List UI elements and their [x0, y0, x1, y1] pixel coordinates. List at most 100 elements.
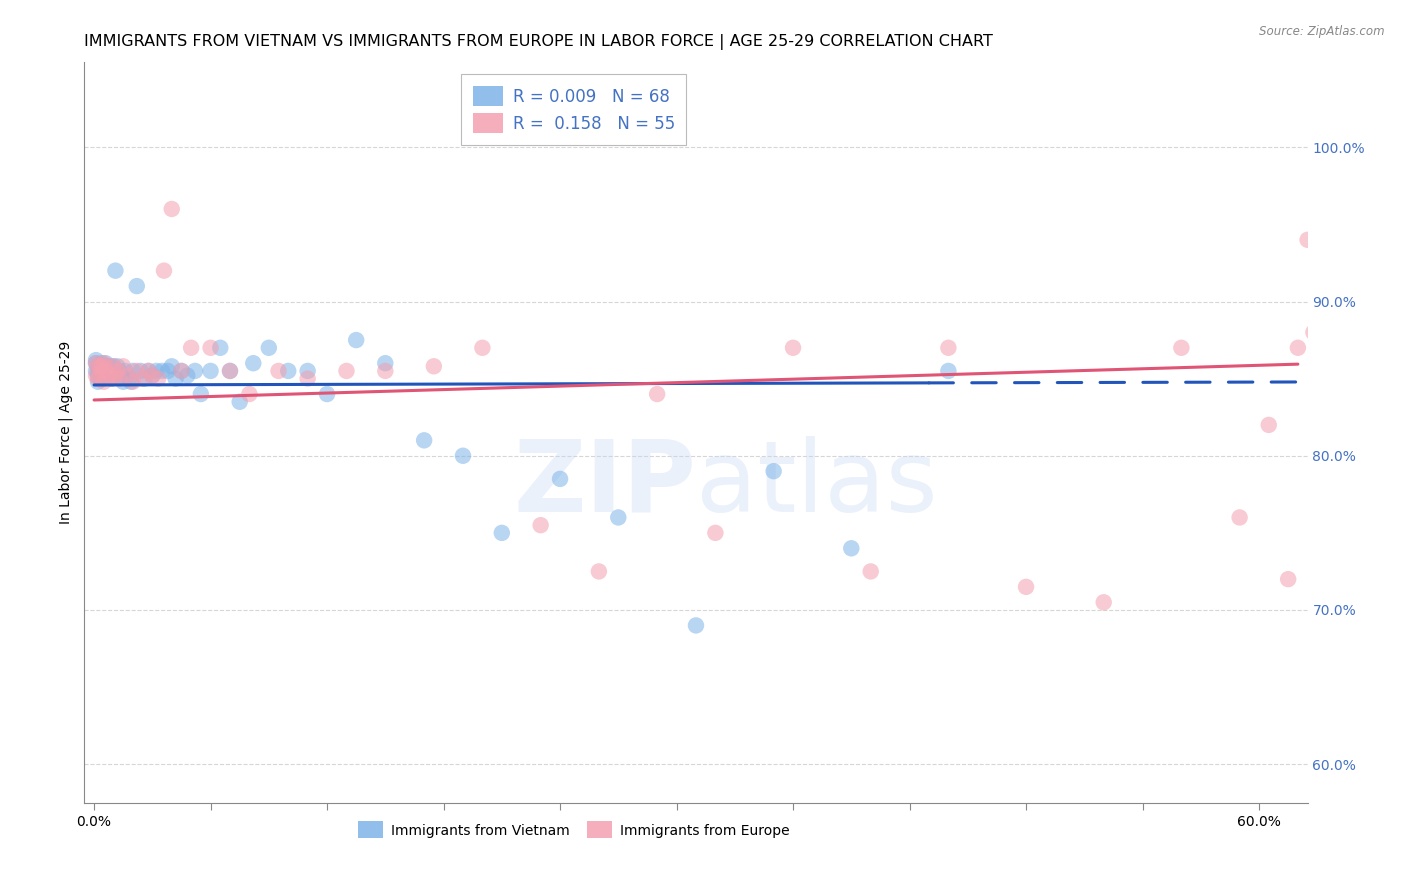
Point [112, 375, 135, 389]
Point [90, 364, 112, 378]
Point [125, 279, 148, 293]
Point [1229, 510, 1251, 524]
Point [344, 333, 367, 347]
Point [108, 364, 131, 378]
Point [112, 359, 135, 374]
Point [90, 359, 112, 374]
Point [685, 618, 707, 632]
Point [1092, 595, 1115, 609]
Point [335, 364, 357, 378]
Point [548, 472, 571, 486]
Point [180, 341, 202, 355]
Point [297, 371, 319, 385]
Point [200, 364, 222, 378]
Point [98, 359, 121, 374]
Point [122, 364, 145, 378]
Point [451, 449, 474, 463]
Point [98, 368, 121, 383]
Point [645, 387, 668, 401]
Point [87, 371, 110, 385]
Point [160, 202, 183, 216]
Point [156, 364, 179, 378]
Text: IMMIGRANTS FROM VIETNAM VS IMMIGRANTS FROM EUROPE IN LABOR FORCE | AGE 25-29 COR: IMMIGRANTS FROM VIETNAM VS IMMIGRANTS FR… [84, 34, 993, 50]
Point [228, 394, 250, 409]
Point [97, 359, 120, 374]
Point [242, 356, 264, 370]
Point [141, 368, 163, 383]
Point [762, 464, 785, 478]
Point [1170, 341, 1192, 355]
Point [87, 375, 110, 389]
Point [114, 364, 136, 378]
Point [423, 359, 446, 374]
Point [84, 356, 107, 370]
Point [97, 359, 120, 374]
Point [141, 368, 163, 383]
Point [267, 364, 290, 378]
Point [209, 341, 232, 355]
Point [110, 368, 132, 383]
Point [374, 356, 396, 370]
Text: atlas: atlas [696, 436, 938, 533]
Point [97, 364, 120, 378]
Point [170, 364, 193, 378]
Point [1296, 233, 1319, 247]
Point [588, 565, 610, 579]
Point [89, 368, 111, 383]
Point [87, 368, 110, 383]
Point [122, 375, 145, 389]
Point [93, 364, 115, 378]
Point [160, 359, 183, 374]
Point [120, 375, 142, 389]
Point [146, 371, 169, 385]
Text: Source: ZipAtlas.com: Source: ZipAtlas.com [1260, 25, 1385, 38]
Point [219, 364, 242, 378]
Point [93, 356, 115, 370]
Point [100, 371, 122, 385]
Point [150, 364, 173, 378]
Point [782, 341, 804, 355]
Point [471, 341, 494, 355]
Point [84, 364, 107, 378]
Point [94, 364, 117, 378]
Point [104, 263, 127, 277]
Point [316, 387, 339, 401]
Point [103, 359, 125, 374]
Point [134, 371, 156, 385]
Point [87, 359, 110, 374]
Point [89, 371, 111, 385]
Point [89, 364, 111, 378]
Point [115, 368, 138, 383]
Point [90, 368, 112, 383]
Point [105, 359, 128, 374]
Point [90, 364, 112, 378]
Point [103, 364, 125, 378]
Point [138, 364, 160, 378]
Point [145, 364, 167, 378]
Point [105, 364, 128, 378]
Point [90, 356, 112, 370]
Point [859, 565, 882, 579]
Point [277, 364, 299, 378]
Point [93, 359, 115, 374]
Point [938, 341, 960, 355]
Y-axis label: In Labor Force | Age 25-29: In Labor Force | Age 25-29 [58, 341, 73, 524]
Point [87, 359, 110, 374]
Point [257, 341, 280, 355]
Point [104, 368, 127, 383]
Point [297, 364, 319, 378]
Point [87, 364, 110, 378]
Point [704, 525, 727, 540]
Text: ZIP: ZIP [513, 436, 696, 533]
Point [1302, 326, 1324, 340]
Point [93, 375, 115, 389]
Point [219, 364, 242, 378]
Point [413, 434, 436, 448]
Point [98, 364, 121, 378]
Point [491, 525, 513, 540]
Point [530, 518, 553, 533]
Point [165, 371, 187, 385]
Point [89, 359, 111, 374]
Point [129, 364, 152, 378]
Point [374, 364, 396, 378]
